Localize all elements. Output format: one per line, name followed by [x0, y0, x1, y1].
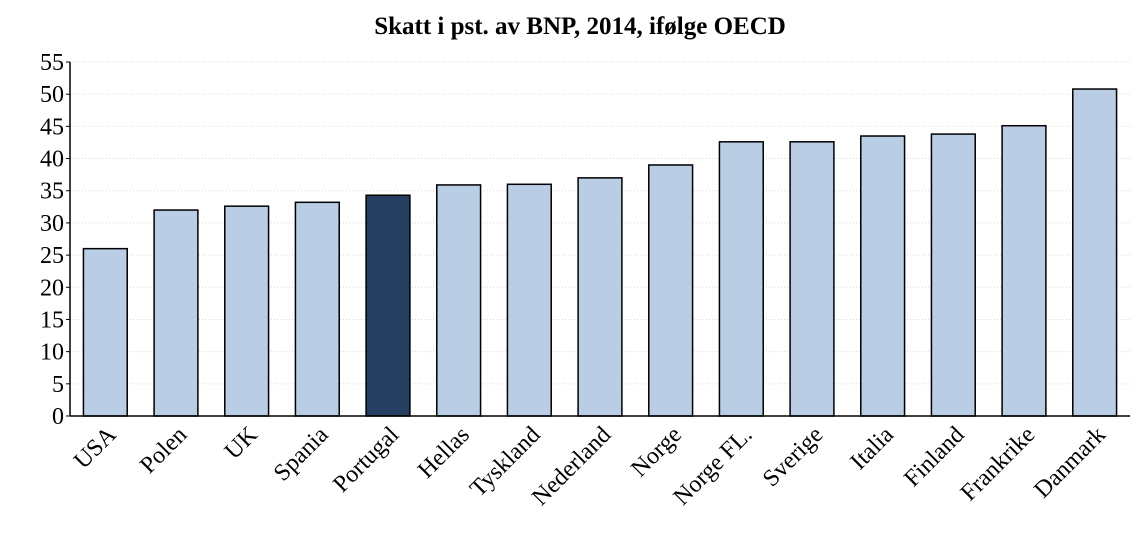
y-tick-label: 20	[40, 275, 64, 301]
bar	[577, 177, 623, 417]
x-tick-label: Polen	[135, 422, 192, 479]
bar	[1072, 88, 1118, 417]
x-tick-label: Norge FL.	[669, 422, 758, 511]
bar	[648, 164, 694, 417]
y-tick-label: 5	[52, 372, 64, 398]
bar	[789, 141, 835, 417]
bar	[860, 135, 906, 417]
bar	[930, 133, 976, 417]
x-tick-label: Sverige	[758, 422, 828, 492]
x-tick-label: Frankrike	[956, 422, 1040, 506]
bar	[224, 205, 270, 417]
x-tick-label: UK	[220, 421, 263, 464]
bar	[294, 201, 340, 417]
bar	[1001, 124, 1047, 417]
bar	[153, 209, 199, 417]
x-tick-label: USA	[69, 421, 122, 474]
x-tick-label: Spania	[269, 422, 334, 487]
x-tick-label: Norge	[626, 422, 686, 482]
y-tick-label: 15	[40, 307, 64, 333]
y-tick-label: 10	[40, 340, 64, 366]
x-tick-label: Hellas	[413, 422, 475, 484]
y-tick-label: 30	[40, 211, 64, 237]
bar	[436, 184, 482, 417]
x-tick-label: Portugal	[328, 422, 404, 498]
bar	[82, 247, 128, 417]
bar	[365, 194, 411, 417]
chart-title: Skatt i pst. av BNP, 2014, ifølge OECD	[374, 13, 786, 40]
y-tick-label: 50	[40, 82, 64, 108]
y-tick-label: 40	[40, 147, 64, 173]
bar	[506, 183, 552, 417]
y-tick-label: 55	[40, 50, 64, 76]
x-tick-label: Finland	[899, 422, 969, 492]
x-tick-label: Danmark	[1029, 422, 1111, 504]
bar	[718, 141, 764, 417]
x-tick-label: Italia	[846, 422, 899, 475]
y-tick-label: 45	[40, 114, 64, 140]
y-tick-label: 35	[40, 179, 64, 205]
y-tick-label: 25	[40, 243, 64, 269]
y-tick-label: 0	[52, 404, 64, 430]
